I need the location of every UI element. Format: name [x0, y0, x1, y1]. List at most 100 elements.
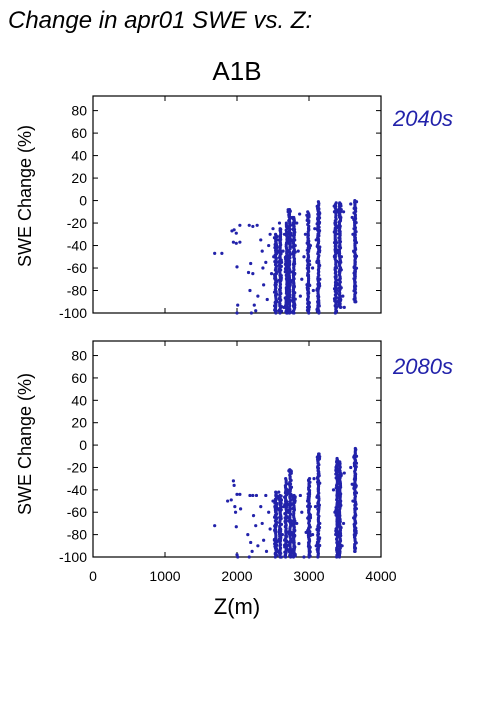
- y-tick-label: 60: [71, 370, 87, 386]
- data-point: [272, 304, 277, 308]
- data-point: [318, 543, 322, 548]
- data-point: [293, 230, 297, 234]
- data-point: [284, 534, 289, 539]
- data-point: [284, 517, 288, 522]
- data-point: [259, 238, 263, 242]
- data-point: [247, 555, 251, 559]
- data-point: [278, 543, 283, 547]
- data-point: [292, 528, 296, 532]
- data-point: [307, 501, 312, 506]
- data-point: [233, 505, 237, 509]
- data-point: [291, 300, 295, 304]
- data-point: [288, 253, 292, 257]
- y-tick-label: -80: [67, 527, 87, 543]
- data-point: [279, 291, 283, 296]
- data-point: [351, 232, 355, 236]
- data-point: [290, 533, 294, 537]
- data-point: [336, 300, 340, 304]
- data-point: [286, 210, 290, 214]
- data-point: [279, 227, 283, 232]
- panel-2080s: 2080s SWE Change (%) Z(m) 80 60 40 20 0 -20 -4…: [15, 340, 453, 619]
- data-point: [315, 204, 319, 209]
- data-point: [264, 493, 268, 498]
- data-point: [306, 210, 310, 214]
- data-point: [349, 465, 353, 470]
- data-point: [295, 221, 299, 225]
- data-point: [350, 482, 354, 486]
- data-point: [268, 232, 272, 236]
- data-point: [339, 499, 343, 503]
- data-point: [332, 297, 337, 301]
- data-point: [279, 516, 283, 521]
- data-point: [333, 510, 337, 514]
- data-point: [260, 521, 264, 526]
- data-point: [353, 246, 357, 250]
- data-point: [274, 261, 278, 265]
- data-point: [274, 553, 278, 557]
- data-point: [231, 240, 235, 244]
- data-point: [256, 294, 260, 298]
- data-point: [308, 554, 312, 558]
- data-point: [284, 551, 288, 555]
- data-point: [288, 234, 292, 238]
- data-point: [337, 512, 341, 516]
- x-tick-label: 4000: [365, 568, 396, 584]
- data-point: [308, 513, 312, 517]
- data-point: [338, 240, 343, 244]
- data-point: [284, 477, 288, 481]
- data-point: [335, 493, 339, 498]
- data-point: [317, 452, 321, 456]
- data-point: [353, 236, 357, 240]
- data-point: [337, 477, 341, 481]
- data-point: [316, 488, 320, 492]
- data-point: [336, 278, 341, 282]
- y-tick-label: -100: [59, 305, 87, 321]
- data-point: [337, 245, 341, 249]
- data-point: [262, 538, 266, 542]
- data-point: [338, 530, 342, 534]
- data-point: [305, 283, 309, 287]
- data-point: [338, 550, 342, 555]
- data-point: [333, 221, 337, 225]
- data-point: [220, 251, 224, 256]
- data-point: [273, 277, 277, 281]
- data-point: [274, 285, 278, 290]
- data-point: [287, 260, 292, 265]
- data-point: [249, 261, 253, 266]
- data-point: [274, 280, 279, 284]
- data-point: [335, 248, 339, 252]
- data-point: [354, 541, 358, 545]
- y-axis-label-2080s: SWE Change (%): [15, 373, 35, 515]
- data-point: [336, 296, 341, 300]
- x-axis-label: Z(m): [214, 594, 260, 619]
- data-point: [293, 552, 297, 556]
- data-point: [307, 478, 311, 482]
- data-point: [283, 544, 287, 548]
- data-point: [267, 243, 271, 248]
- data-point: [278, 288, 282, 293]
- data-point: [352, 249, 356, 253]
- data-point: [352, 227, 356, 231]
- y-tick-label: 0: [79, 193, 87, 209]
- data-point: [279, 273, 283, 278]
- data-point: [293, 297, 297, 301]
- data-point: [288, 471, 292, 475]
- data-point: [292, 525, 296, 529]
- data-point: [315, 244, 319, 249]
- data-point: [315, 260, 319, 265]
- data-point: [307, 537, 311, 542]
- data-point: [354, 491, 359, 495]
- data-point: [337, 486, 341, 491]
- data-point: [306, 233, 310, 238]
- data-point: [247, 223, 251, 227]
- data-point: [337, 304, 341, 308]
- data-point: [315, 476, 320, 480]
- data-point: [353, 254, 357, 258]
- data-point: [273, 307, 277, 311]
- data-point: [302, 255, 306, 259]
- data-point: [338, 469, 342, 474]
- data-point: [239, 507, 243, 511]
- data-point: [278, 549, 282, 554]
- y-tick-label: 20: [71, 170, 87, 186]
- data-point: [284, 266, 288, 270]
